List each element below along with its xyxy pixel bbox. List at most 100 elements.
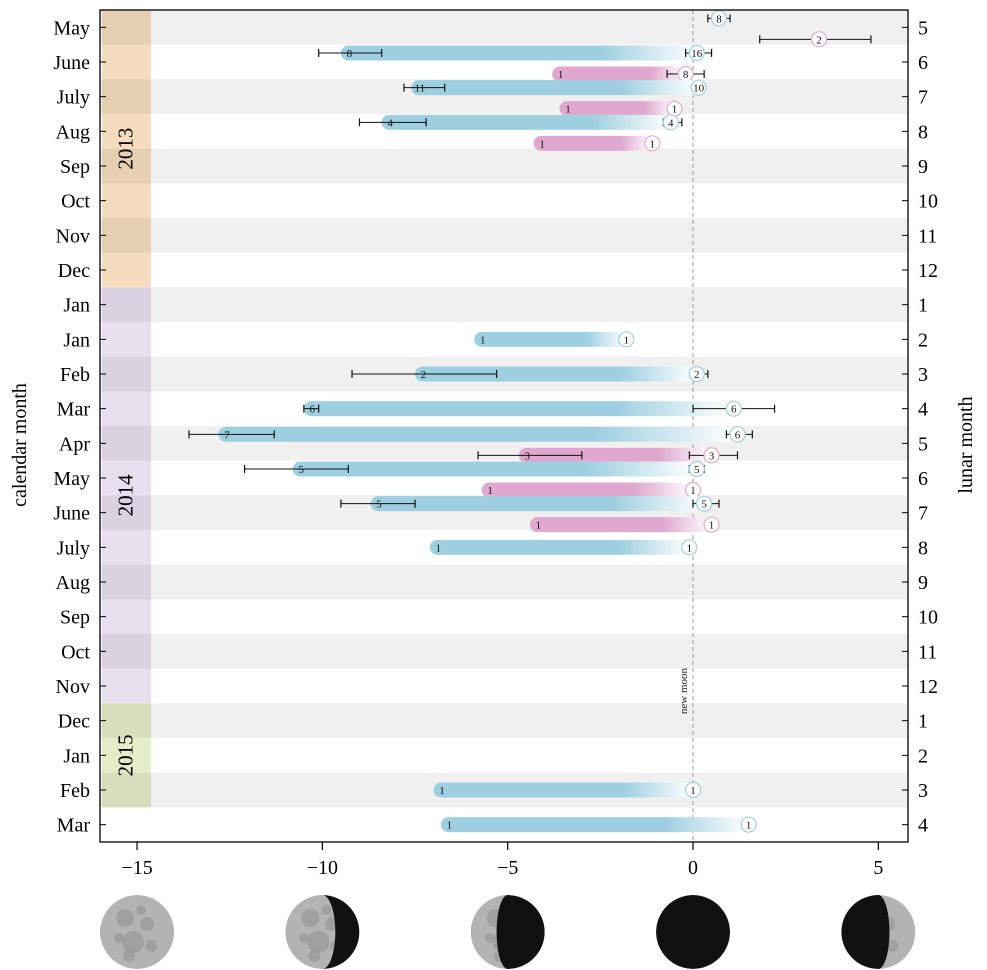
bar-start-count-label: 5 (298, 464, 304, 476)
bar-start-cap (559, 101, 575, 117)
bar-end-count-label: 2 (694, 369, 700, 381)
range-bar (489, 482, 694, 498)
lunar-month-label: 9 (918, 572, 928, 594)
range-bar (300, 461, 697, 477)
year-band-stripe (102, 564, 151, 600)
calendar-month-label: Sep (60, 607, 90, 629)
year-band (102, 703, 151, 808)
bar-end-marker (690, 79, 707, 96)
moon-phase-icons (100, 895, 916, 969)
range-bar (418, 80, 699, 96)
row-stripe (100, 634, 908, 669)
calendar-month-label: June (53, 503, 90, 525)
bar-start-cap (552, 66, 568, 82)
plot-frame (99, 9, 909, 843)
bar-end-marker (688, 365, 705, 383)
calendar-month-label: Dec (58, 260, 90, 282)
calendar-month-label: Feb (60, 780, 90, 802)
year-label: 2013 (114, 128, 138, 170)
bar-end-marker (710, 10, 728, 27)
year-band-stripe (102, 10, 151, 45)
lunar-month-label: 11 (918, 225, 937, 247)
moon-full-icon (100, 895, 175, 969)
calendar-month-label: Jan (63, 745, 90, 767)
bar-end-count-label: 8 (716, 13, 722, 25)
bar-end-marker (684, 781, 702, 799)
calendar-month-label: Aug (56, 121, 90, 143)
row-stripe (100, 148, 908, 184)
bar-end-count-label: 1 (709, 520, 715, 532)
x-tick-label: −10 (307, 857, 338, 879)
bar-start-cap (440, 817, 456, 833)
calendar-month-label: Mar (57, 399, 91, 421)
calendar-month-label: Oct (61, 191, 90, 213)
year-label: 2014 (114, 474, 138, 517)
bar-end-count-label: 1 (650, 138, 656, 150)
lunar-month-label: 6 (918, 468, 928, 490)
calendar-month-label: May (53, 17, 90, 39)
bar-start-count-label: 1 (565, 104, 571, 116)
calendar-month-label: Aug (56, 572, 90, 594)
bar-end-marker (644, 135, 661, 152)
lunar-month-label: 8 (918, 537, 928, 559)
bar-end-marker (729, 426, 746, 443)
bar-start-count-label: 4 (387, 117, 393, 129)
calendar-month-label: June (53, 52, 90, 74)
bar-end-count-label: 4 (668, 117, 674, 129)
calendar-month-label: Apr (59, 433, 90, 455)
lunar-month-label: 2 (918, 745, 928, 767)
year-band (102, 10, 151, 288)
calendar-month-label: Mar (57, 815, 91, 837)
new-moon-label: new moon (678, 667, 690, 714)
bar-end-count-label: 1 (687, 542, 693, 554)
bar-start-count-label: 2 (421, 369, 427, 381)
bar-end-count-label: 1 (690, 785, 696, 797)
bar-end-marker (725, 400, 742, 417)
bar-end-count-label: 3 (709, 450, 715, 462)
range-bar (537, 517, 712, 533)
bar-end-marker (810, 31, 828, 48)
lunar-month-label: 7 (918, 87, 928, 109)
bar-end-marker (618, 331, 635, 348)
moon-waning-gibbous-icon (285, 895, 360, 969)
year-band (102, 287, 151, 704)
moon-first-quarter-icon (841, 895, 916, 969)
new-moon-line: new moon (678, 10, 694, 842)
bar-end-marker (662, 114, 679, 131)
range-bar (226, 426, 738, 442)
bar-start-count-label: 11 (414, 83, 425, 95)
bar-start-count-label: 1 (436, 542, 442, 554)
bar-end-marker (703, 516, 720, 533)
lunar-month-label: 8 (918, 121, 928, 143)
range-bar (481, 331, 627, 347)
lunar-month-label: 5 (918, 433, 928, 455)
bar-start-cap (481, 482, 497, 498)
lunar-month-label: 12 (918, 676, 938, 698)
bar-end-marker (696, 495, 713, 512)
row-stripe (100, 703, 908, 738)
bar-end-marker (688, 460, 705, 478)
range-bar (348, 45, 697, 61)
bar-start-cap (433, 782, 449, 798)
calendar-month-label: Oct (61, 641, 90, 663)
bar-start-count-label: 1 (447, 820, 453, 832)
bar-start-count-label: 6 (310, 404, 316, 416)
lunar-month-label: 7 (918, 503, 928, 525)
lunar-month-label: 1 (918, 295, 928, 317)
range-bar (440, 782, 694, 798)
bar-start-count-label: 1 (536, 520, 542, 532)
x-tick-label: 0 (688, 857, 698, 879)
bar-end-count-label: 16 (691, 48, 703, 60)
bar-start-count-label: 8 (347, 48, 353, 60)
lunar-month-label: 10 (918, 607, 938, 629)
range-bar (526, 447, 712, 463)
year-band-stripe (102, 634, 151, 669)
moon-third-quarter-icon (470, 895, 545, 969)
year-band-stripe (102, 426, 151, 461)
bar-start-count-label: 3 (524, 450, 530, 462)
bar-start-count-label: 5 (376, 499, 382, 511)
row-stripe (100, 564, 908, 600)
year-band-stripe (102, 287, 151, 322)
